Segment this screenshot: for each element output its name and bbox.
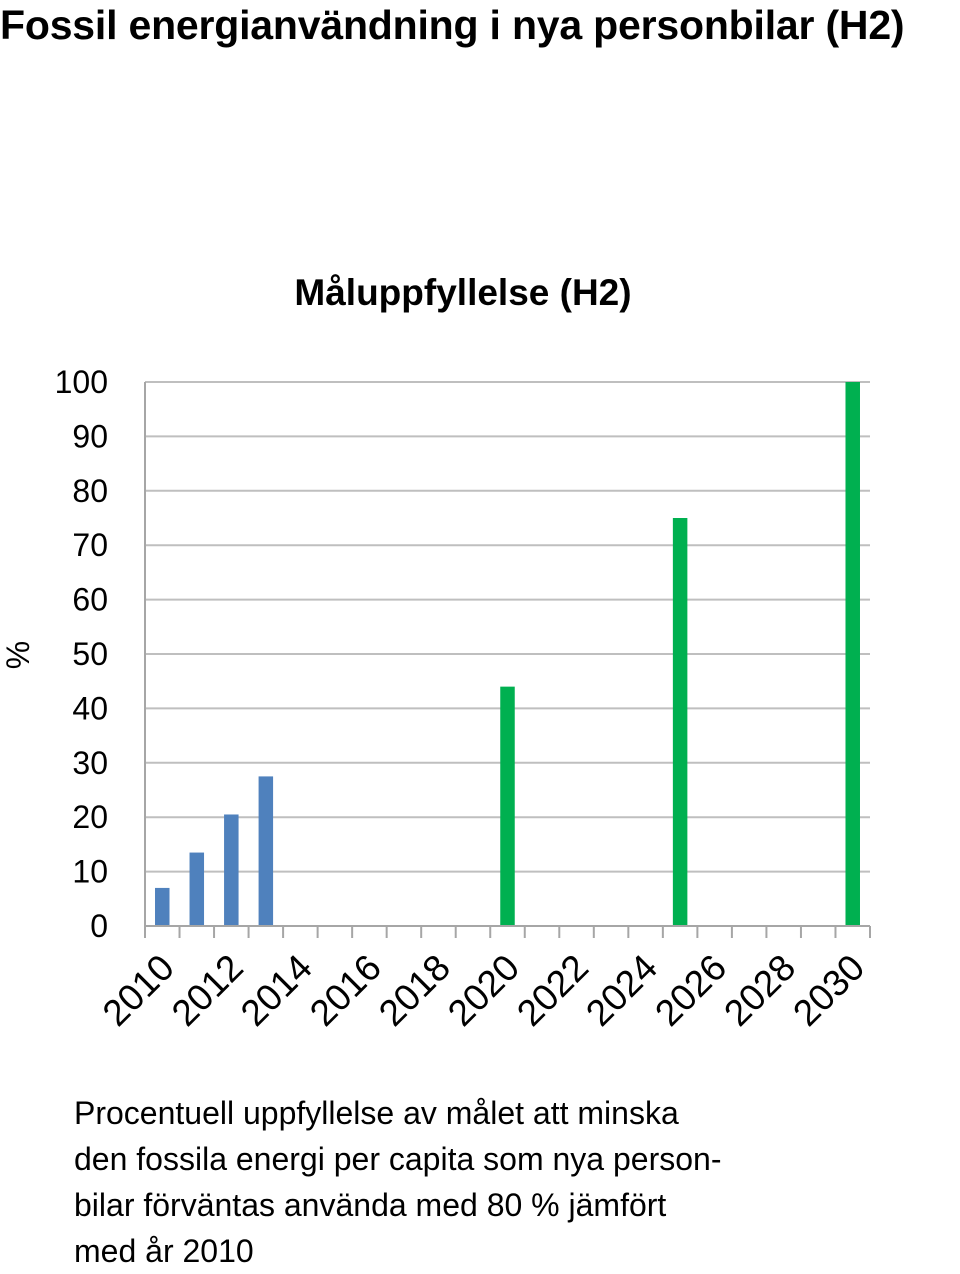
y-tick-label: 60 [72, 582, 108, 618]
caption-line: med år 2010 [74, 1233, 254, 1269]
x-tick-label: 2010 [95, 947, 182, 1034]
y-tick-label: 20 [72, 799, 108, 835]
y-tick-label: 90 [72, 418, 108, 454]
chart-title: Måluppfyllelse (H2) [294, 272, 631, 313]
y-tick-label: 100 [55, 364, 108, 400]
y-tick-label: 70 [72, 527, 108, 563]
x-tick-labels: 2010201220142016201820202022202420262028… [95, 947, 873, 1034]
caption: Procentuell uppfyllelse av målet att min… [74, 1090, 794, 1274]
y-axis-label: % [0, 641, 36, 669]
axes [144, 382, 871, 938]
x-tick-label: 2020 [440, 947, 527, 1034]
x-tick-label: 2014 [233, 947, 320, 1034]
x-tick-label: 2012 [164, 947, 251, 1034]
y-tick-label: 80 [72, 473, 108, 509]
bar [672, 518, 688, 926]
x-tick-label: 2024 [578, 947, 665, 1034]
x-tick-label: 2022 [509, 947, 596, 1034]
x-tick-label: 2030 [785, 947, 872, 1034]
bars [155, 382, 860, 926]
y-tick-label: 10 [72, 854, 108, 890]
caption-line: bilar förväntas använda med 80 % jämfört [74, 1187, 667, 1223]
x-tick-label: 2026 [647, 947, 734, 1034]
x-tick-label: 2018 [371, 947, 458, 1034]
bar [189, 852, 205, 926]
y-tick-label: 30 [72, 745, 108, 781]
bar [155, 887, 170, 926]
bar-chart: Måluppfyllelse (H2) % 010203040506070809… [0, 272, 873, 1034]
caption-line: Procentuell uppfyllelse av målet att min… [74, 1095, 679, 1131]
bar [845, 382, 860, 926]
bar [500, 686, 515, 926]
x-tick-label: 2016 [302, 947, 389, 1034]
y-tick-label: 0 [90, 908, 108, 944]
x-tick-label: 2028 [716, 947, 803, 1034]
y-tick-label: 40 [72, 690, 108, 726]
page-title: Fossil energianvändning i nya personbila… [0, 2, 905, 48]
caption-line: den fossila energi per capita som nya pe… [74, 1141, 722, 1177]
y-tick-labels: 0 10 20 30 40 50 60 70 80 90 100 [55, 364, 108, 944]
bar [224, 814, 239, 926]
bar [258, 776, 274, 926]
y-tick-label: 50 [72, 636, 108, 672]
